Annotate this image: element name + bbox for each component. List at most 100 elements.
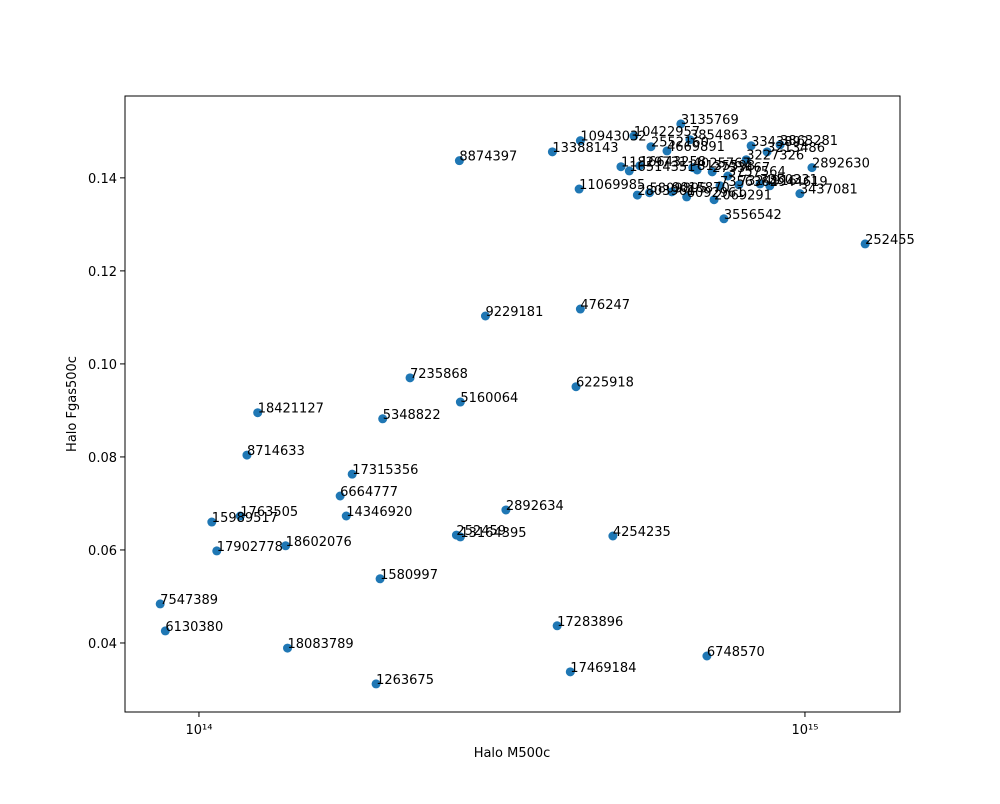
plot-frame bbox=[124, 95, 901, 713]
point bbox=[723, 171, 733, 181]
point bbox=[565, 667, 575, 677]
point-label: 3213486 bbox=[767, 141, 825, 156]
point-label: 3135769 bbox=[681, 113, 739, 128]
point bbox=[775, 140, 785, 150]
point-label: 9015870 bbox=[672, 181, 730, 196]
x-tick-label: 10¹⁴ bbox=[185, 723, 212, 738]
point bbox=[676, 119, 686, 129]
point bbox=[608, 531, 618, 541]
point bbox=[662, 146, 672, 156]
point bbox=[571, 382, 581, 392]
point bbox=[624, 166, 634, 176]
point bbox=[235, 511, 245, 521]
point bbox=[807, 163, 817, 173]
point bbox=[283, 643, 293, 653]
point-label: 2552160 bbox=[651, 136, 709, 151]
point-label: 5160064 bbox=[460, 391, 518, 406]
y-tick-label: 0.12 bbox=[88, 265, 117, 280]
point-label: 10943032 bbox=[580, 130, 646, 145]
point bbox=[574, 184, 584, 194]
point bbox=[715, 181, 725, 191]
point-label: 3854863 bbox=[690, 129, 748, 144]
point-label: 7235868 bbox=[410, 367, 468, 382]
point bbox=[341, 511, 351, 521]
point-label: 18421127 bbox=[258, 402, 324, 417]
x-axis-label: Halo M500c bbox=[474, 746, 551, 761]
point bbox=[455, 397, 465, 407]
point-label: 3437081 bbox=[800, 183, 858, 198]
point-label: 17283896 bbox=[557, 615, 623, 630]
point-label: 18602076 bbox=[286, 535, 352, 550]
point-label: 10422957 bbox=[634, 125, 700, 140]
point-label: 7547389 bbox=[160, 593, 218, 608]
point-label: 2733467 bbox=[712, 161, 770, 176]
point bbox=[734, 180, 744, 190]
point-label: 252455 bbox=[865, 233, 915, 248]
point bbox=[207, 517, 217, 527]
point-label: 17469184 bbox=[570, 661, 636, 676]
point bbox=[667, 187, 677, 197]
point-label: 5348822 bbox=[383, 408, 441, 423]
point bbox=[242, 450, 252, 460]
point bbox=[762, 147, 772, 157]
point bbox=[378, 414, 388, 424]
point-label: 5809895 bbox=[650, 182, 708, 197]
point bbox=[685, 135, 695, 145]
point bbox=[575, 136, 585, 146]
point bbox=[719, 214, 729, 224]
point-label: 16514351 bbox=[629, 160, 695, 175]
point-label: 8135598 bbox=[697, 159, 755, 174]
point-label: 9229181 bbox=[485, 305, 543, 320]
point bbox=[335, 491, 345, 501]
point bbox=[741, 155, 751, 165]
point bbox=[454, 156, 464, 166]
point bbox=[160, 626, 170, 636]
point bbox=[629, 131, 639, 141]
x-tick-label: 10¹⁵ bbox=[791, 723, 818, 738]
point-label: 7356364 bbox=[720, 175, 778, 190]
point bbox=[575, 304, 585, 314]
point-label: 3343892 bbox=[751, 135, 809, 150]
point-label: 6225918 bbox=[576, 376, 634, 391]
point-label: 13388143 bbox=[552, 141, 618, 156]
y-tick-label: 0.04 bbox=[88, 637, 117, 652]
point bbox=[480, 311, 490, 321]
point-label: 7324916 bbox=[739, 174, 797, 189]
point bbox=[616, 162, 626, 172]
point-label: 15989517 bbox=[212, 511, 278, 526]
point bbox=[702, 651, 712, 661]
point-label: 6748570 bbox=[707, 645, 765, 660]
point bbox=[709, 195, 719, 205]
point bbox=[646, 142, 656, 152]
point-label: 16643258 bbox=[640, 155, 706, 170]
point-label: 6664777 bbox=[340, 485, 398, 500]
point bbox=[692, 165, 702, 175]
point bbox=[635, 161, 645, 171]
point-label: 6130380 bbox=[165, 620, 223, 635]
point-label: 3863281 bbox=[780, 134, 838, 149]
point-label: 476247 bbox=[580, 298, 630, 313]
point bbox=[253, 408, 263, 418]
point-label: 14346920 bbox=[346, 505, 412, 520]
point-label: 252459 bbox=[456, 524, 506, 539]
point-label: 11069985 bbox=[579, 178, 645, 193]
point-label: 4025767 bbox=[693, 157, 751, 172]
y-tick-label: 0.08 bbox=[88, 451, 117, 466]
point bbox=[347, 469, 357, 479]
point bbox=[552, 621, 562, 631]
point-label: 3556542 bbox=[724, 208, 782, 223]
y-tick-label: 0.10 bbox=[88, 358, 117, 373]
point-label: 4254235 bbox=[613, 525, 671, 540]
point-label: 2892634 bbox=[506, 499, 564, 514]
point bbox=[645, 188, 655, 198]
point-label: 18083789 bbox=[288, 637, 354, 652]
y-tick-label: 0.14 bbox=[88, 172, 117, 187]
point bbox=[632, 190, 642, 200]
point-label: 3227326 bbox=[746, 149, 804, 164]
point-label: 1763505 bbox=[240, 505, 298, 520]
point bbox=[281, 541, 291, 551]
point bbox=[860, 239, 870, 249]
point bbox=[765, 181, 775, 191]
point-label: 2944619 bbox=[770, 175, 828, 190]
